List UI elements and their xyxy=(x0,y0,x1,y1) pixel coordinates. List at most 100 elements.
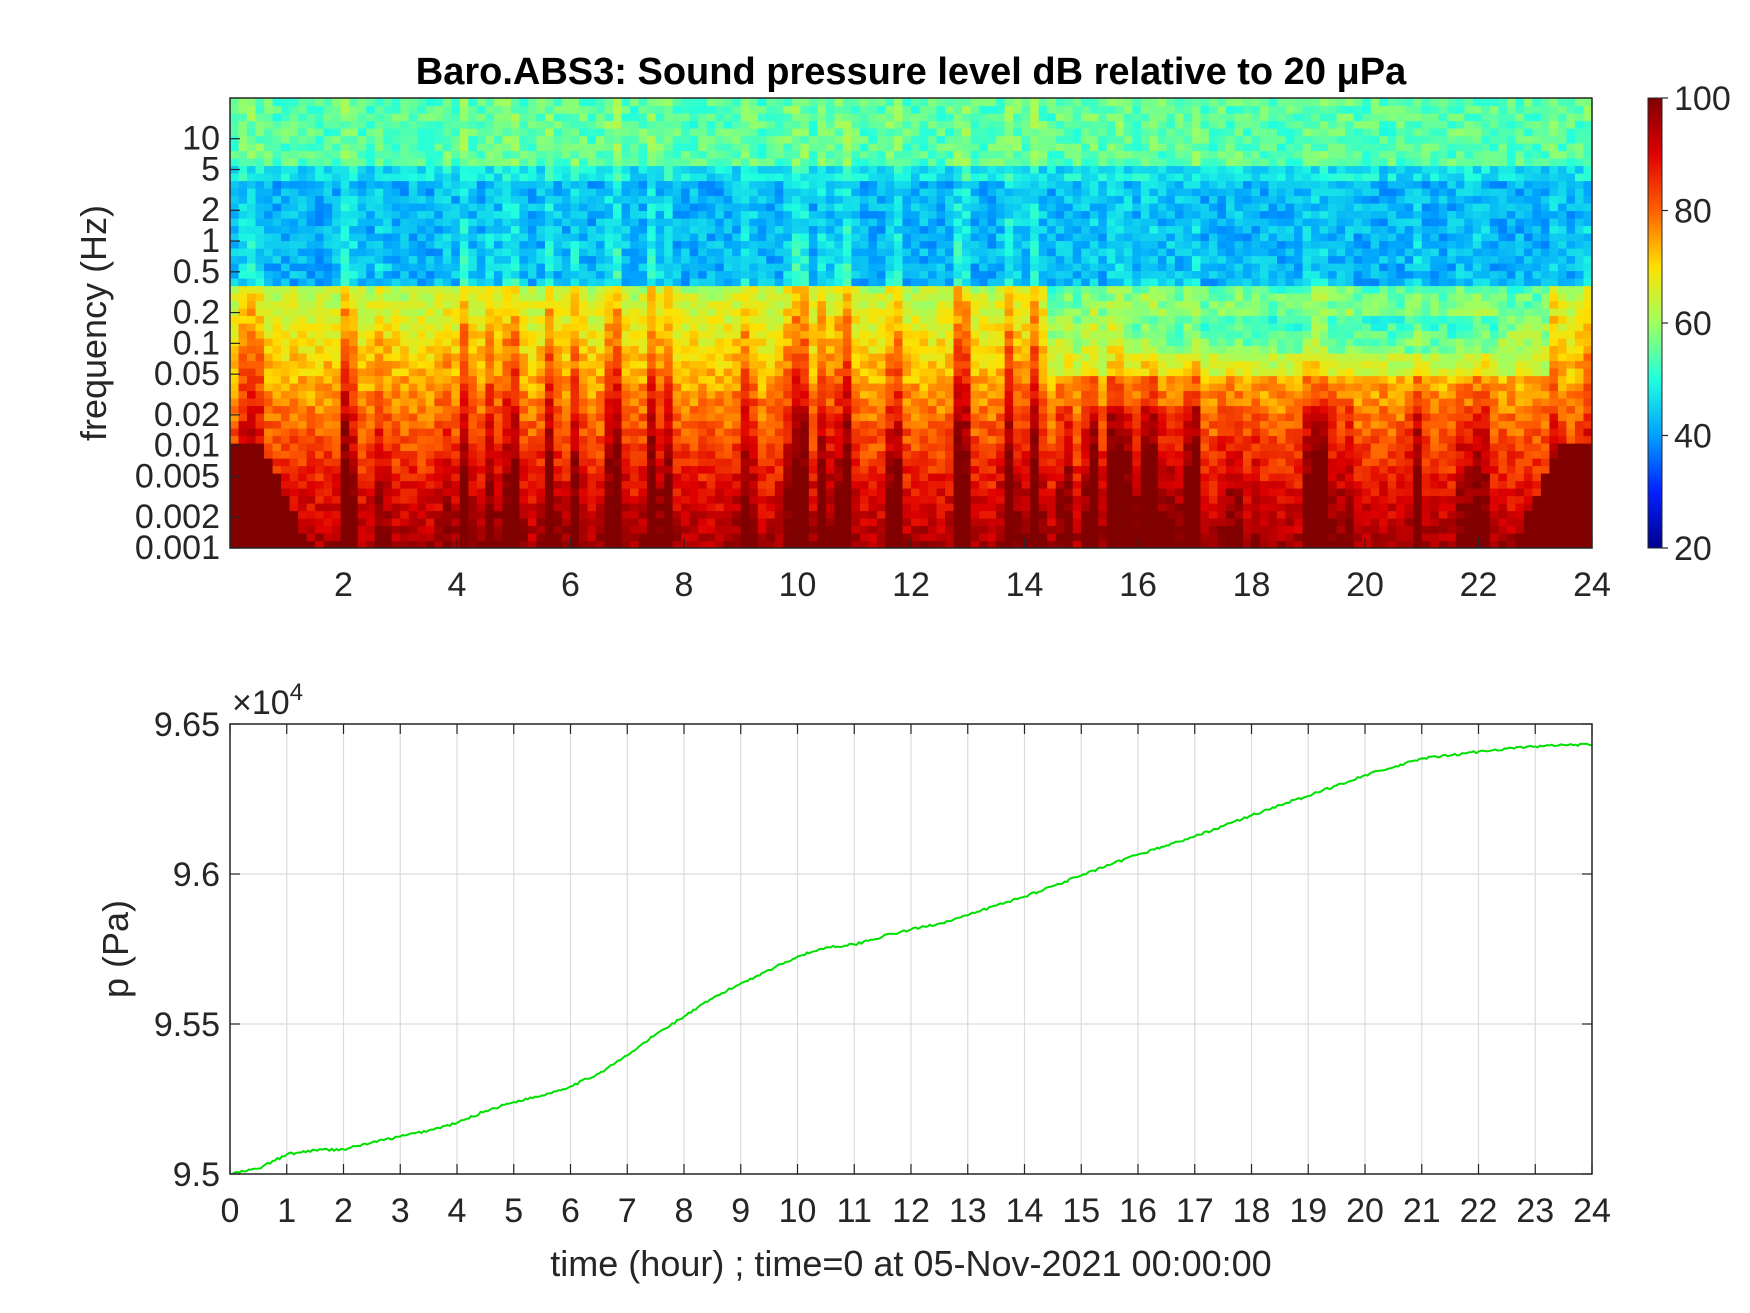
spectrogram-cell xyxy=(689,143,699,152)
spectrogram-cell xyxy=(391,383,401,392)
spectrogram-cell xyxy=(485,338,495,347)
spectrogram-cell xyxy=(519,165,529,174)
spectrogram-cell xyxy=(374,495,384,504)
spectrogram-cell xyxy=(732,135,742,144)
spectrogram-cell xyxy=(272,488,282,497)
spectrogram-cell xyxy=(638,338,648,347)
spectrogram-cell xyxy=(383,135,393,144)
spectrogram-cell xyxy=(230,150,240,159)
spectrogram-cell xyxy=(485,398,495,407)
spectrogram-cell xyxy=(689,368,699,377)
spectrogram-cell xyxy=(834,330,844,339)
spectrogram-cell xyxy=(774,413,784,422)
spectrogram-cell xyxy=(630,450,640,459)
spectrogram-cell xyxy=(919,165,929,174)
spectrogram-cell xyxy=(749,390,759,399)
spectrogram-cell xyxy=(893,428,904,437)
spectrogram-cell xyxy=(485,98,495,107)
spectrogram-cell xyxy=(681,540,691,548)
spectrogram-cell xyxy=(468,203,478,212)
spectrogram-cell xyxy=(391,540,401,548)
spectrogram-cell xyxy=(749,143,759,152)
spectrogram-cell xyxy=(740,225,750,234)
spectrogram-cell xyxy=(485,375,495,384)
spectrogram-cell xyxy=(544,383,555,392)
spectrogram-cell xyxy=(749,308,759,317)
spectrogram-cell xyxy=(400,375,410,384)
spectrogram-cell xyxy=(519,113,529,122)
spectrogram-cell xyxy=(885,510,895,519)
spectrogram-cell xyxy=(902,330,912,339)
spectrogram-cell xyxy=(689,248,699,257)
spectrogram-cell xyxy=(613,98,623,107)
spectrogram-cell xyxy=(919,173,929,182)
spectrogram-cell xyxy=(647,413,657,422)
spectrogram-cell xyxy=(800,270,810,279)
spectrogram-cell xyxy=(391,465,401,474)
spectrogram-cell xyxy=(298,233,308,242)
spectrogram-cell xyxy=(715,300,725,309)
spectrogram-cell xyxy=(791,420,801,429)
spectrogram-cell xyxy=(587,188,597,197)
spectrogram-cell xyxy=(579,248,589,257)
spectrogram-cell xyxy=(247,203,257,212)
spectrogram-cell xyxy=(349,420,359,429)
spectrogram-cell xyxy=(340,225,350,234)
spectrogram-cell xyxy=(391,285,401,294)
spectrogram-cell xyxy=(527,375,538,384)
spectrogram-cell xyxy=(825,345,835,354)
spectrogram-cell xyxy=(476,225,486,234)
spectrogram-cell xyxy=(306,510,316,519)
spectrogram-cell xyxy=(621,525,631,534)
spectrogram-cell xyxy=(817,518,827,527)
spectrogram-cell xyxy=(928,315,938,324)
spectrogram-cell xyxy=(885,188,895,197)
spectrogram-cell xyxy=(579,293,589,302)
spectrogram-cell xyxy=(800,405,810,414)
spectrogram-cell xyxy=(340,383,350,392)
spectrogram-cell xyxy=(911,113,921,122)
spectrogram-cell xyxy=(757,128,767,137)
spectrogram-cell xyxy=(298,240,308,249)
spectrogram-cell xyxy=(732,225,742,234)
spectrogram-cell xyxy=(859,345,870,354)
spectrogram-cell xyxy=(783,428,793,437)
spectrogram-cell xyxy=(621,473,631,482)
spectrogram-cell xyxy=(366,285,376,294)
spectrogram-cell xyxy=(613,165,623,174)
spectrogram-cell xyxy=(264,218,274,227)
spectrogram-cell xyxy=(851,420,861,429)
spectrogram-cell xyxy=(281,128,291,137)
spectrogram-cell xyxy=(238,405,248,414)
spectrogram-cell xyxy=(510,188,521,197)
spectrogram-cell xyxy=(400,165,410,174)
spectrogram-cell xyxy=(400,450,410,459)
spectrogram-cell xyxy=(911,428,921,437)
spectrogram-cell xyxy=(230,503,240,512)
spectrogram-cell xyxy=(800,120,810,129)
spectrogram-cell xyxy=(544,533,555,542)
spectrogram-cell xyxy=(783,135,793,144)
spectrogram-cell xyxy=(391,533,401,542)
spectrogram-cell xyxy=(893,405,904,414)
spectrogram-cell xyxy=(374,435,384,444)
spectrogram-cell xyxy=(536,158,546,167)
spectrogram-cell xyxy=(476,263,486,272)
spectrogram-cell xyxy=(885,480,895,489)
spectrogram-cell xyxy=(510,540,521,548)
spectrogram-cell xyxy=(383,233,393,242)
spectrogram-cell xyxy=(859,143,870,152)
spectrogram-cell xyxy=(885,255,895,264)
spectrogram-cell xyxy=(655,360,665,369)
spectrogram-cell xyxy=(825,120,835,129)
spectrogram-cell xyxy=(527,495,538,504)
spectrogram-cell xyxy=(553,98,563,107)
spectrogram-cell xyxy=(519,458,529,467)
spectrogram-cell xyxy=(689,473,699,482)
spectrogram-cell xyxy=(664,248,674,257)
spectrogram-cell xyxy=(689,203,699,212)
spectrogram-cell xyxy=(340,113,350,122)
spectrogram-cell xyxy=(434,120,444,129)
spectrogram-cell xyxy=(689,308,699,317)
spectrogram-cell xyxy=(800,263,810,272)
